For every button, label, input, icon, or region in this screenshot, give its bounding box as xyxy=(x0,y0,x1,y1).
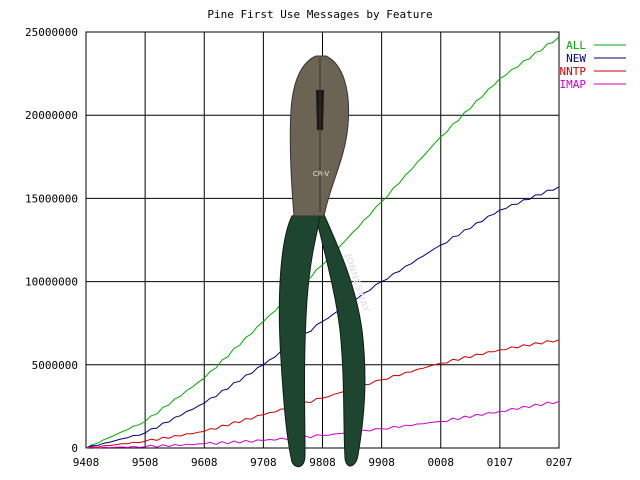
legend-label-new: NEW xyxy=(566,52,586,65)
x-tick-label: 0008 xyxy=(428,456,455,469)
series-lines xyxy=(85,36,560,449)
pliers-left-handle xyxy=(278,209,323,468)
pliers-icon: CR-V JONNESWAY xyxy=(278,55,371,468)
pliers-head xyxy=(289,55,350,217)
y-tick-label: 25000000 xyxy=(25,26,78,39)
pliers-right-handle xyxy=(317,208,366,467)
pliers-jaw-mark: CR-V xyxy=(313,170,330,178)
y-tick-label: 15000000 xyxy=(25,192,78,205)
x-tick-label: 9908 xyxy=(368,456,395,469)
x-axis-labels: 9408 9508 9608 9708 9808 9908 0008 0107 0207 xyxy=(73,456,573,469)
series-line-new xyxy=(85,186,560,449)
y-tick-label: 20000000 xyxy=(25,109,78,122)
series-line-imap xyxy=(85,400,560,449)
x-tick-label: 9808 xyxy=(309,456,336,469)
x-tick-label: 0207 xyxy=(546,456,573,469)
y-axis-labels: 0 5000000 10000000 15000000 20000000 25000000 xyxy=(25,26,78,455)
legend-label-nntp: NNTP xyxy=(560,65,587,78)
legend-label-all: ALL xyxy=(566,39,586,52)
legend-label-imap: IMAP xyxy=(560,78,587,91)
x-tick-label: 0107 xyxy=(487,456,514,469)
chart-title: Pine First Use Messages by Feature xyxy=(207,8,432,21)
y-tick-label: 5000000 xyxy=(32,359,78,372)
y-tick-label: 0 xyxy=(71,442,78,455)
x-tick-label: 9408 xyxy=(73,456,100,469)
x-tick-label: 9608 xyxy=(191,456,218,469)
x-tick-label: 9508 xyxy=(132,456,159,469)
x-tick-label: 9708 xyxy=(250,456,277,469)
series-line-nntp xyxy=(85,339,560,449)
y-tick-label: 10000000 xyxy=(25,276,78,289)
series-line-all xyxy=(85,36,560,449)
